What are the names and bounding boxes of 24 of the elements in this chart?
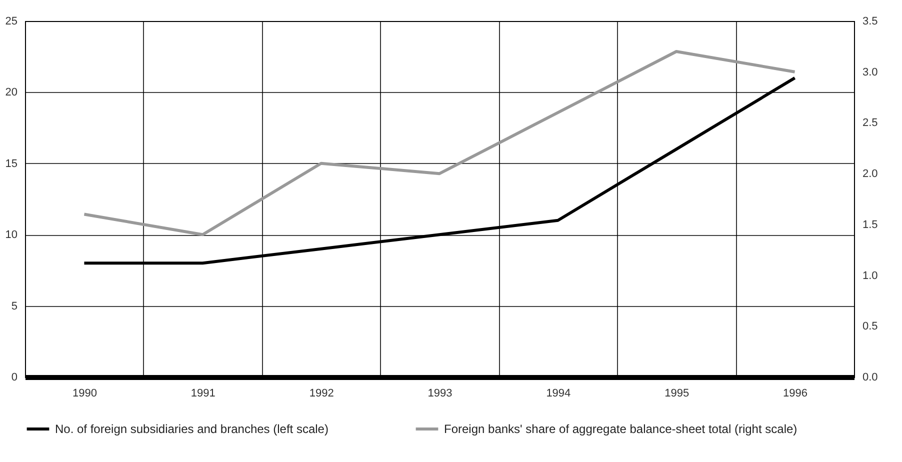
legend-label: No. of foreign subsidiaries and branches (left scale) [55, 422, 328, 436]
y-tick-label: 10 [5, 229, 18, 242]
x-tick-label: 1990 [72, 388, 97, 400]
y-tick-label: 0 [11, 372, 18, 384]
line-series [82, 50, 796, 236]
x-tick-label: 1992 [309, 388, 334, 400]
y-tick-label: 25 [5, 16, 18, 28]
x-tick-label: 1996 [783, 388, 808, 400]
y2-tick-label: 0.0 [862, 372, 878, 384]
y2-tick-label: 1.5 [862, 218, 878, 231]
y-tick-label: 5 [11, 300, 18, 312]
y2-tick-label: 3.5 [862, 16, 878, 28]
y2-tick-label: 0.5 [862, 320, 878, 333]
y-tick-label: 15 [5, 158, 18, 170]
y-tick-label: 20 [5, 86, 18, 99]
y2-tick-label: 2.5 [862, 117, 878, 130]
legend-label: Foreign banks' share of aggregate balance-sheet total (right scale) [444, 422, 798, 436]
x-tick-label: 1995 [664, 388, 690, 400]
x-tick-label: 1994 [546, 388, 571, 400]
y2-tick-label: 2.0 [862, 168, 878, 180]
y2-tick-label: 1.0 [862, 270, 878, 282]
x-tick-label: 1991 [190, 388, 216, 400]
x-tick-label: 1993 [428, 388, 452, 400]
y2-tick-label: 3.0 [862, 66, 878, 78]
